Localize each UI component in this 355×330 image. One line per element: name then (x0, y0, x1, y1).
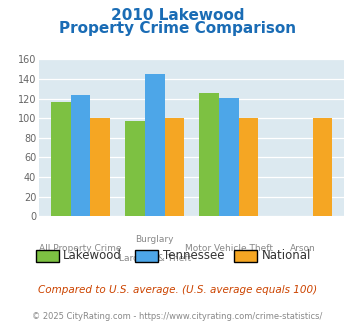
Bar (199, 93, 219, 216)
Text: © 2025 CityRating.com - https://www.cityrating.com/crime-statistics/: © 2025 CityRating.com - https://www.city… (32, 312, 323, 321)
Bar (145, 74, 164, 216)
Bar (91, 118, 110, 216)
Bar (51, 102, 71, 216)
Text: National: National (262, 249, 311, 262)
Text: Compared to U.S. average. (U.S. average equals 100): Compared to U.S. average. (U.S. average … (38, 285, 317, 295)
Bar (239, 118, 258, 216)
Bar (219, 98, 239, 216)
Bar (71, 95, 91, 216)
Text: Motor Vehicle Theft: Motor Vehicle Theft (185, 244, 273, 253)
Bar (125, 121, 145, 216)
Text: Larceny & Theft: Larceny & Theft (119, 254, 191, 263)
Text: Burglary: Burglary (135, 235, 174, 244)
Text: Property Crime Comparison: Property Crime Comparison (59, 21, 296, 36)
Bar (164, 118, 184, 216)
Bar (313, 118, 333, 216)
Text: Lakewood: Lakewood (63, 249, 122, 262)
Text: Arson: Arson (290, 244, 316, 253)
Text: 2010 Lakewood: 2010 Lakewood (111, 8, 244, 23)
Text: Tennessee: Tennessee (163, 249, 224, 262)
Text: All Property Crime: All Property Crime (39, 244, 122, 253)
